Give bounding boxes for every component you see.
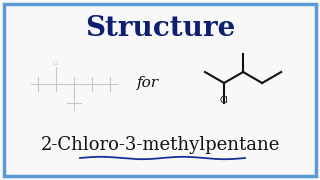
FancyBboxPatch shape	[4, 4, 316, 176]
Text: Cl: Cl	[53, 61, 59, 66]
Text: Cl: Cl	[220, 96, 228, 105]
Text: for: for	[137, 76, 159, 90]
Text: Structure: Structure	[85, 15, 235, 42]
Text: 2-Chloro-3-methylpentane: 2-Chloro-3-methylpentane	[40, 136, 280, 154]
